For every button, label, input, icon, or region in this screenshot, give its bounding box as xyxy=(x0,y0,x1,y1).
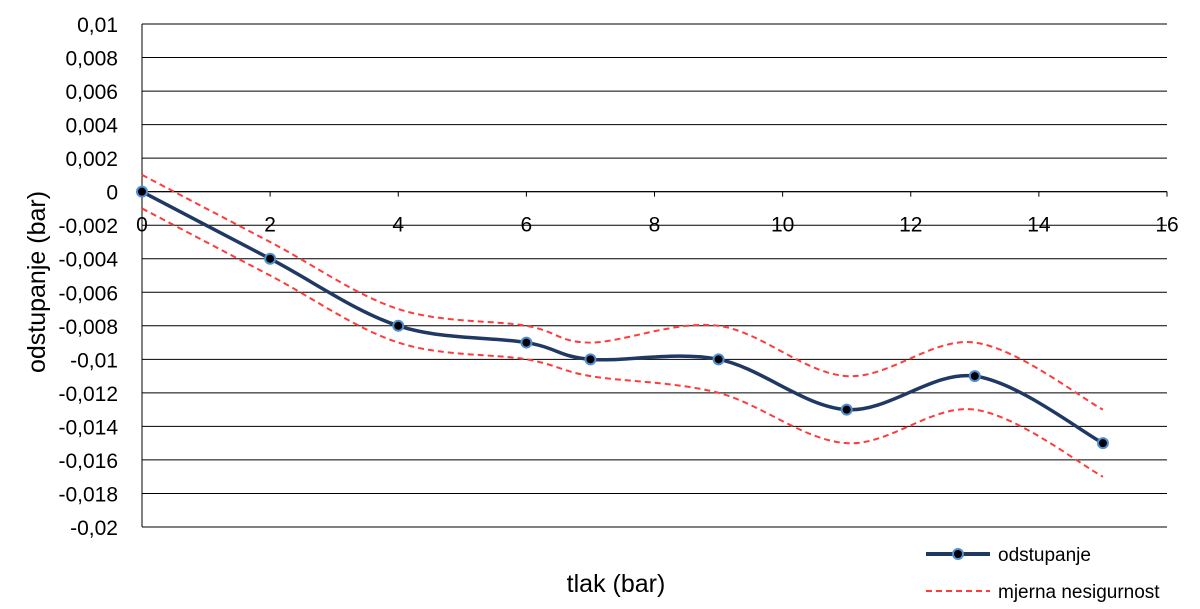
data-point-odstupanje xyxy=(264,252,277,265)
axes xyxy=(141,24,1168,527)
data-point-odstupanje xyxy=(520,336,533,349)
legend-label-mjerna-nesigurnost: mjerna nesigurnost xyxy=(998,582,1160,603)
data-point-odstupanje xyxy=(136,185,148,198)
y-tick-label: -0,014 xyxy=(58,416,118,439)
data-point-odstupanje xyxy=(968,370,981,383)
y-tick-label: -0,008 xyxy=(58,316,118,339)
data-point-odstupanje xyxy=(840,403,853,416)
tick-labels: 0,01 0,008 0,006 0,004 0,002 0 -0,002 -0,004 -0,… xyxy=(58,14,1178,540)
y-tick-label: -0,016 xyxy=(58,450,118,473)
series-line-odstupanje xyxy=(141,190,1104,445)
legend-marker-odstupanje xyxy=(952,548,964,560)
y-tick-label: 0,006 xyxy=(65,81,118,104)
legend-label-odstupanje: odstupanje xyxy=(998,545,1091,566)
y-tick-label: -0,01 xyxy=(70,349,118,372)
x-tick-label: 12 xyxy=(899,214,922,237)
series-line-mjerna-nesigurnost xyxy=(141,174,1104,411)
y-tick-label: -0,002 xyxy=(58,215,118,238)
x-tick-label: 6 xyxy=(521,214,533,237)
y-tick-label: 0,008 xyxy=(65,48,118,71)
data-point-odstupanje xyxy=(1096,437,1109,450)
x-tick-label: 4 xyxy=(392,214,404,237)
y-tick-label: 0 xyxy=(106,182,118,205)
legend: odstupanje mjerna nesigurnost xyxy=(926,545,1160,603)
y-tick-label: -0,02 xyxy=(70,517,118,540)
series-layer xyxy=(136,174,1109,478)
x-tick-label: 10 xyxy=(771,214,794,237)
x-axis-label: tlak (bar) xyxy=(567,570,666,598)
y-tick-label: 0,002 xyxy=(65,148,118,171)
x-tick-label: 2 xyxy=(264,214,276,237)
y-tick-label: 0,01 xyxy=(77,14,118,37)
y-tick-label: -0,004 xyxy=(58,249,118,272)
x-tick-label: 0 xyxy=(136,214,148,237)
legend-item-mjerna-nesigurnost: mjerna nesigurnost xyxy=(926,582,1160,603)
data-point-odstupanje xyxy=(392,319,405,332)
x-tick-label: 8 xyxy=(649,214,661,237)
x-tick-label: 16 xyxy=(1155,214,1178,237)
y-tick-label: -0,018 xyxy=(58,483,118,506)
y-tick-label: -0,006 xyxy=(58,282,118,305)
data-point-odstupanje xyxy=(584,353,597,366)
y-axis-label: odstupanje (bar) xyxy=(23,191,51,373)
legend-item-odstupanje: odstupanje xyxy=(926,545,1091,566)
x-tick-label: 14 xyxy=(1027,214,1051,237)
y-tick-label: 0,004 xyxy=(65,115,118,138)
grid xyxy=(142,23,1167,528)
data-point-odstupanje xyxy=(712,353,725,366)
y-tick-label: -0,012 xyxy=(58,383,118,406)
